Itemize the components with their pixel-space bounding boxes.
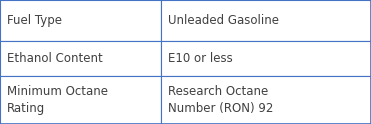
Bar xyxy=(161,41,371,76)
Bar xyxy=(0,41,161,76)
Bar xyxy=(161,76,371,124)
Bar xyxy=(161,0,371,41)
Text: Unleaded Gasoline: Unleaded Gasoline xyxy=(168,14,279,27)
Text: Fuel Type: Fuel Type xyxy=(7,14,62,27)
Bar xyxy=(0,76,161,124)
Bar xyxy=(0,0,161,41)
Text: E10 or less: E10 or less xyxy=(168,52,233,65)
Text: Research Octane
Number (RON) 92: Research Octane Number (RON) 92 xyxy=(168,85,273,115)
Text: Ethanol Content: Ethanol Content xyxy=(7,52,102,65)
Text: Minimum Octane
Rating: Minimum Octane Rating xyxy=(7,85,108,115)
